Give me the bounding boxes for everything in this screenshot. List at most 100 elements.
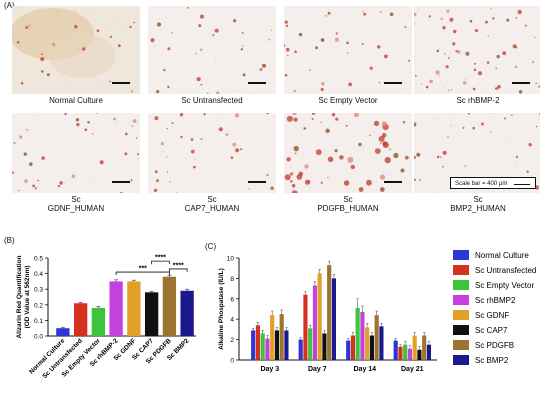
- micrograph-caption: Sc CAP7_HUMAN: [184, 195, 240, 213]
- bar: [162, 276, 177, 336]
- significance-bracket: [115, 271, 170, 276]
- micrograph-image: [284, 6, 412, 94]
- micrograph-texture: [414, 6, 540, 94]
- y-tick-label: 0.2: [34, 302, 43, 309]
- significance-label: ****: [173, 262, 184, 269]
- y-tick-label: 0.1: [34, 318, 43, 325]
- bar: [355, 307, 360, 360]
- bar: [73, 303, 88, 336]
- y-axis-label: Alizarin Red Quantification: [16, 255, 23, 338]
- micrograph-image: [12, 6, 140, 94]
- bar: [407, 348, 412, 360]
- scale-bar: [248, 181, 266, 183]
- bar: [308, 328, 313, 360]
- legend-swatch: [453, 325, 469, 335]
- bar: [144, 292, 159, 336]
- bar: [109, 281, 123, 336]
- micrograph-image: [284, 113, 412, 193]
- micrograph-caption: Sc BMP2_HUMAN: [450, 195, 506, 213]
- micrograph-image: [148, 6, 276, 94]
- scale-bar: [112, 181, 130, 183]
- micrograph-texture: [284, 6, 412, 94]
- legend-label: Sc GDNF: [475, 311, 509, 320]
- significance-bracket: [168, 268, 188, 272]
- y-tick-label: 0.4: [34, 271, 43, 278]
- micrograph-caption: Sc PDGFB_HUMAN: [317, 195, 379, 213]
- y-tick-label: 10: [227, 256, 235, 263]
- micrograph-caption: Sc rhBMP-2: [456, 96, 500, 105]
- legend-swatch: [453, 340, 469, 350]
- bar: [303, 294, 308, 360]
- y-axis-label: Alkaline Phospatase (IU/L): [218, 268, 225, 350]
- y-axis-label: (OD Value at 562nm): [24, 266, 31, 329]
- x-tick-label: Day 7: [308, 366, 327, 373]
- bar: [346, 340, 351, 360]
- micrograph-image: [414, 6, 540, 94]
- bar: [322, 333, 327, 360]
- scale-bar-legend: Scale bar = 400 μm: [450, 177, 536, 189]
- panel-b-label: (B): [4, 236, 15, 245]
- legend-label: Sc PDGFB: [475, 341, 514, 350]
- bar: [379, 326, 384, 360]
- y-tick-label: 2: [230, 337, 234, 344]
- legend-swatch: [453, 265, 469, 275]
- y-tick-label: 0.3: [34, 287, 43, 294]
- bar: [317, 273, 322, 360]
- bar: [422, 335, 427, 360]
- bar: [350, 335, 355, 360]
- bar: [127, 281, 141, 336]
- legend-swatch: [453, 355, 469, 365]
- bar: [412, 335, 417, 360]
- bar: [360, 312, 365, 360]
- bar: [403, 344, 408, 360]
- bar: [255, 325, 260, 360]
- scale-bar: [384, 181, 402, 183]
- bar: [180, 290, 194, 336]
- micrograph-image: [12, 113, 140, 193]
- bar: [331, 278, 336, 360]
- bar: [274, 330, 279, 360]
- bar: [374, 315, 379, 360]
- micrograph-image: [148, 113, 276, 193]
- y-tick-label: 8: [230, 276, 234, 283]
- bar: [251, 330, 256, 360]
- bar: [312, 285, 317, 360]
- bar: [327, 265, 332, 360]
- scale-bar-text: Scale bar = 400 μm: [455, 181, 508, 187]
- panel-a-label: (A): [4, 1, 15, 10]
- legend-label: Sc Empty Vector: [475, 281, 534, 290]
- micrograph-texture: [12, 6, 140, 94]
- bar: [56, 328, 70, 336]
- bar: [365, 327, 370, 360]
- alizarin-red-bar-chart: 0.0 0.1 0.2 0.3 0.4 0.5 Alizarin Red Quantific…: [16, 255, 196, 380]
- micrograph-texture: [12, 113, 140, 193]
- y-tick-label: 6: [230, 296, 234, 303]
- legend-swatch: [453, 250, 469, 260]
- bar: [298, 339, 303, 360]
- legend-label: Sc Untransfected: [475, 266, 536, 275]
- bar: [398, 346, 403, 360]
- bar: [260, 333, 265, 360]
- legend-swatch: [453, 280, 469, 290]
- micrograph-caption: Sc GDNF_HUMAN: [47, 195, 105, 213]
- scale-bar: [512, 82, 530, 84]
- panel-c-label: (C): [205, 242, 217, 251]
- bar: [426, 344, 431, 360]
- x-tick-label: Day 21: [401, 366, 424, 373]
- bar: [417, 349, 422, 360]
- y-tick-label: 4: [230, 317, 234, 324]
- micrograph-caption: Normal Culture: [49, 96, 103, 105]
- x-tick-label: Day 14: [354, 366, 377, 373]
- micrograph-texture: [148, 113, 276, 193]
- scale-bar-line: [514, 184, 530, 186]
- bar: [369, 335, 374, 360]
- bar: [279, 314, 284, 360]
- legend-label: Sc BMP2: [475, 356, 509, 365]
- legend-swatch: [453, 295, 469, 305]
- micrograph-caption: Sc Empty Vector: [318, 96, 378, 105]
- scale-bar: [112, 82, 130, 84]
- micrograph-image: Scale bar = 400 μm: [414, 113, 540, 193]
- legend-label: Sc CAP7: [475, 326, 508, 335]
- micrograph-texture: [284, 113, 412, 193]
